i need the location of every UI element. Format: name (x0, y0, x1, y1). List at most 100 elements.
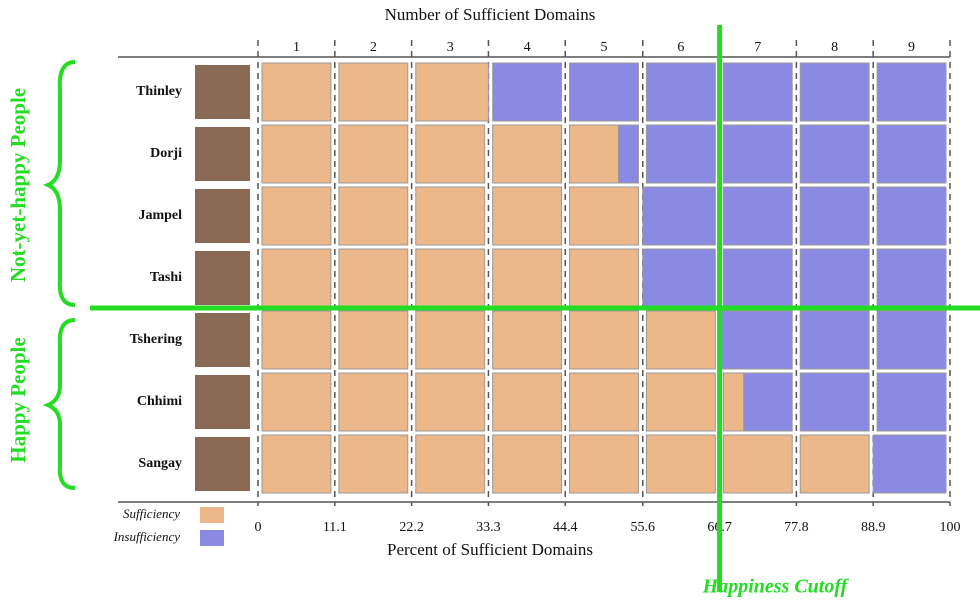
domain-segment (799, 186, 870, 246)
domain-segment (261, 62, 332, 122)
domain-segment (415, 372, 486, 432)
domain-segment (645, 124, 716, 184)
portrait (195, 127, 250, 181)
legend-label: Sufficiency (123, 506, 180, 521)
portrait (195, 251, 250, 305)
portrait (195, 189, 250, 243)
domain-segment (722, 124, 793, 184)
domain-segment (645, 434, 716, 494)
brace (42, 318, 76, 490)
domain-segment (338, 372, 409, 432)
domain-segment (569, 248, 639, 308)
domain-segment (799, 310, 870, 370)
top-tick-label: 9 (908, 40, 915, 55)
domain-segment (569, 62, 639, 122)
domain-segment (722, 372, 745, 432)
x-tick-label: 100 (940, 520, 961, 535)
domain-segment (569, 434, 639, 494)
x-tick-label: 44.4 (553, 520, 578, 535)
x-tick-label: 77.8 (784, 520, 809, 535)
top-tick-label: 6 (677, 40, 684, 55)
top-tick-label: 3 (447, 40, 454, 55)
legend-label: Insufficiency (113, 529, 181, 544)
x-tick-label: 0 (255, 520, 262, 535)
domain-segment (261, 186, 332, 246)
portrait (195, 313, 250, 367)
group-label: Happy People (6, 337, 30, 462)
domain-segment (415, 62, 489, 122)
domain-segment (642, 248, 716, 308)
domain-segment (569, 186, 639, 246)
portrait (195, 65, 250, 119)
domain-segment (261, 434, 332, 494)
top-tick-label: 5 (601, 40, 608, 55)
domain-segment (799, 434, 870, 494)
domain-segment (876, 62, 947, 122)
domain-segment (338, 434, 409, 494)
domain-segment (492, 124, 563, 184)
top-tick-label: 7 (754, 40, 761, 55)
x-tick-label: 22.2 (399, 520, 424, 535)
domain-segment (722, 434, 793, 494)
row-name: Sangay (138, 456, 182, 471)
domain-segment (569, 124, 620, 184)
top-tick-label: 1 (293, 40, 300, 55)
x-axis-label: Percent of Sufficient Domains (387, 540, 593, 559)
domain-segment (799, 62, 870, 122)
domain-segment (261, 310, 332, 370)
domain-segment (492, 372, 563, 432)
top-tick-label: 2 (370, 40, 377, 55)
cutoff-label: Happiness Cutoff (702, 576, 850, 598)
domain-segment (876, 248, 947, 308)
x-tick-label: 55.6 (631, 520, 656, 535)
domain-segment (722, 62, 793, 122)
domain-segment (338, 248, 409, 308)
domain-segment (722, 248, 793, 308)
domain-segment (618, 124, 639, 184)
domain-segment (492, 186, 563, 246)
domain-segment (338, 62, 409, 122)
domain-segment (719, 310, 793, 370)
domain-segment (872, 434, 947, 494)
portrait (195, 375, 250, 429)
x-tick-label: 33.3 (476, 520, 501, 535)
row-name: Jampel (138, 208, 182, 223)
top-tick-label: 8 (831, 40, 838, 55)
domain-segment (569, 372, 639, 432)
domain-segment (338, 310, 409, 370)
domain-segment (799, 248, 870, 308)
domain-segment (876, 124, 947, 184)
row-name: Dorji (150, 146, 182, 161)
x-tick-label: 88.9 (861, 520, 886, 535)
x-tick-label: 11.1 (323, 520, 347, 535)
domain-segment (415, 186, 486, 246)
domain-segment (569, 310, 639, 370)
domain-segment (415, 310, 486, 370)
group-label: Not-yet-happy People (6, 88, 30, 282)
domain-segment (876, 186, 947, 246)
domain-segment (645, 310, 716, 370)
domain-segment (876, 372, 947, 432)
domain-segment (415, 124, 486, 184)
domain-segment (261, 124, 332, 184)
domain-segment (415, 434, 486, 494)
portrait (195, 437, 250, 491)
row-name: Tashi (150, 270, 182, 285)
domain-segment (799, 372, 870, 432)
domain-segment (492, 310, 563, 370)
chart-title: Number of Sufficient Domains (385, 5, 596, 24)
domain-segment (338, 124, 409, 184)
domain-segment (645, 62, 716, 122)
domain-segment (492, 434, 563, 494)
domain-segment (261, 372, 332, 432)
row-name: Chhimi (137, 394, 182, 409)
domain-segment (642, 186, 716, 246)
domain-segment (261, 248, 332, 308)
domain-segment (876, 310, 947, 370)
domain-segment (492, 62, 563, 122)
legend-swatch (200, 507, 224, 523)
domain-segment (492, 248, 563, 308)
domain-segment (743, 372, 793, 432)
domain-segment (645, 372, 716, 432)
